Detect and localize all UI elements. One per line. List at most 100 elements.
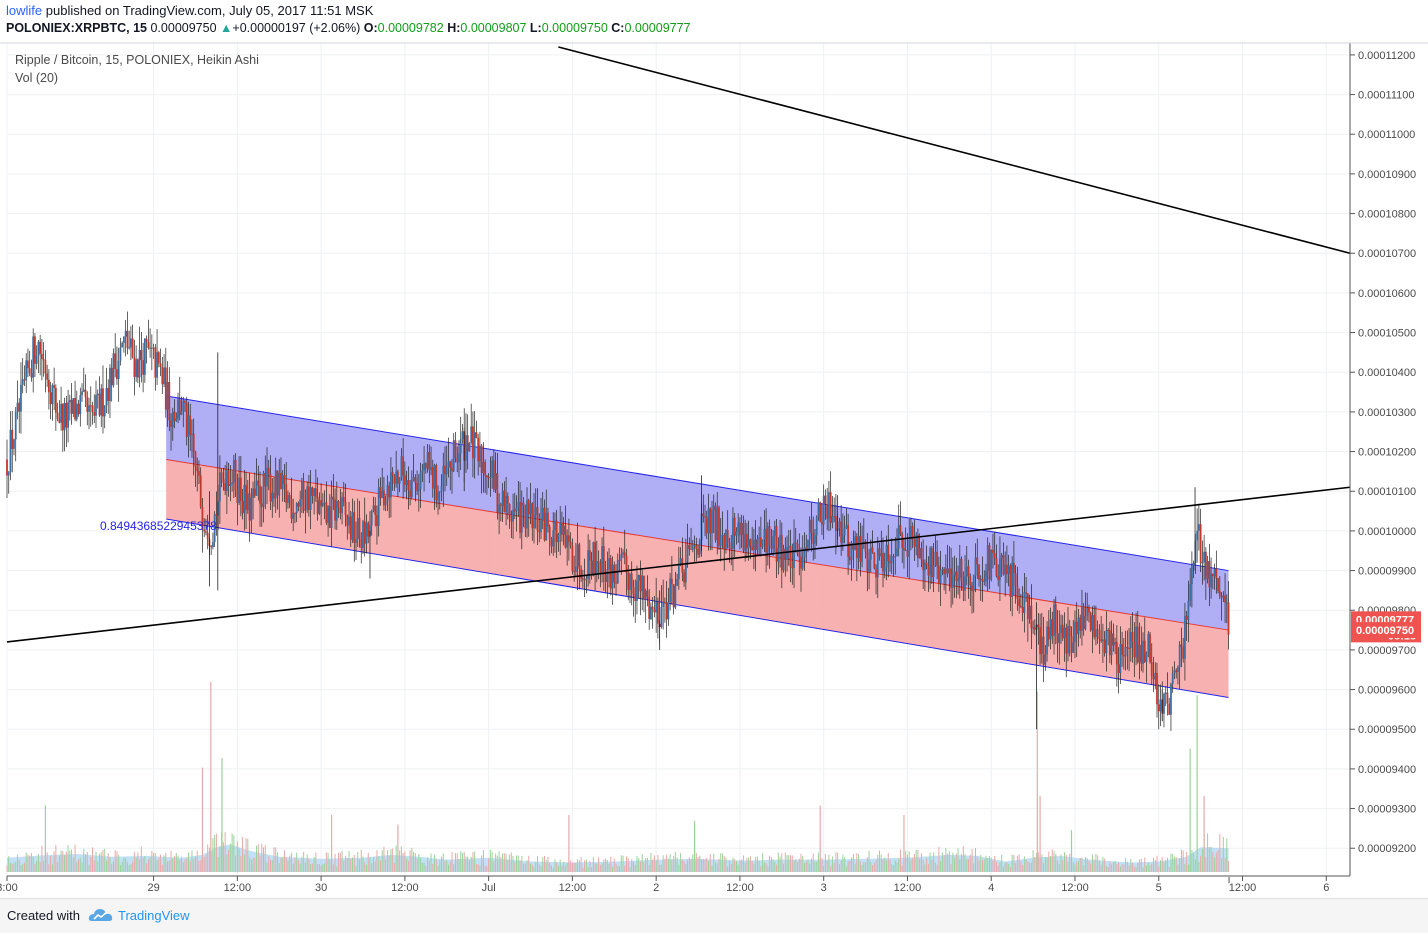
- candle-body: [789, 545, 792, 567]
- candle-body: [58, 418, 61, 423]
- candle-body: [479, 445, 481, 462]
- candle-body: [110, 367, 113, 386]
- candle-body: [993, 552, 996, 559]
- tradingview-link[interactable]: TradingView: [118, 908, 190, 923]
- candle-body: [314, 488, 317, 497]
- candle-body: [1047, 626, 1050, 640]
- tradingview-cloud-icon[interactable]: [88, 906, 114, 924]
- candle-body: [449, 461, 452, 468]
- author-link[interactable]: lowlife: [6, 3, 43, 18]
- candle-body: [552, 530, 555, 547]
- candle-body: [1119, 644, 1122, 674]
- candle-body: [704, 516, 706, 518]
- price-tick-label: 0.00009200: [1358, 843, 1416, 855]
- candle-body: [1170, 684, 1172, 715]
- candle-body: [749, 539, 752, 547]
- time-tick-label: 12:00: [391, 882, 419, 894]
- candle-body: [426, 451, 429, 469]
- candle-body: [61, 403, 64, 431]
- price-chart[interactable]: 0.00011200 0.00011100 0.00011000 0.00010900…: [0, 0, 1428, 898]
- candle-body: [335, 500, 338, 521]
- candle-body: [32, 336, 35, 378]
- candle-body: [349, 516, 352, 540]
- candle-body: [812, 532, 815, 544]
- time-tick-label: 12:00: [1229, 882, 1257, 894]
- candle-body: [917, 534, 919, 558]
- volume-series: [6, 682, 1230, 872]
- candle-body: [198, 470, 200, 476]
- candle-body: [1079, 617, 1082, 631]
- candle-body: [323, 502, 326, 504]
- candle-body: [564, 525, 567, 548]
- candle-body: [978, 564, 980, 580]
- candle-body: [276, 470, 279, 496]
- candle-body: [224, 482, 227, 492]
- candle-body: [1129, 632, 1132, 649]
- candle-body: [1037, 624, 1040, 628]
- candle-body: [281, 474, 284, 490]
- candle-body: [332, 496, 335, 500]
- candle-body: [1084, 615, 1087, 630]
- candle-body: [557, 533, 560, 543]
- candle-body: [672, 584, 675, 608]
- candle-body: [730, 548, 733, 550]
- candle-body: [747, 539, 750, 549]
- candle-body: [309, 487, 312, 511]
- candle-body: [534, 507, 537, 515]
- candle-body: [405, 480, 408, 485]
- candle-body: [330, 496, 333, 528]
- price-tick-label: 0.00009500: [1358, 724, 1416, 736]
- candle-body: [520, 502, 523, 533]
- candle-body: [199, 475, 202, 508]
- candle-body: [1018, 598, 1021, 607]
- time-tick-label: 12:00: [224, 882, 252, 894]
- high-label: H:: [447, 21, 461, 35]
- price-tick-label: 0.00010500: [1358, 328, 1416, 340]
- candle-body: [650, 606, 652, 619]
- price-tick-label: 0.00010400: [1358, 367, 1416, 379]
- candle-body: [229, 484, 232, 487]
- candle-body: [845, 524, 848, 528]
- candle-body: [159, 363, 162, 368]
- candle-body: [775, 526, 778, 562]
- candle-body: [953, 571, 956, 576]
- candle-body: [1213, 568, 1216, 577]
- candle-body: [243, 484, 246, 514]
- candle-body: [20, 384, 22, 412]
- candle-body: [384, 500, 387, 506]
- candle-body: [307, 486, 310, 511]
- candle-body: [74, 398, 76, 420]
- candle-body: [1154, 672, 1157, 680]
- candle-body: [761, 539, 764, 548]
- candle-body: [683, 572, 685, 583]
- candle-body: [416, 482, 418, 492]
- candle-body: [594, 542, 596, 574]
- candle-body: [417, 488, 420, 492]
- time-tick-label: 5: [1156, 882, 1162, 894]
- candle-body: [878, 548, 881, 557]
- candle-body: [1056, 633, 1059, 644]
- time-tick-label: Jul: [482, 882, 496, 894]
- candle-body: [173, 411, 176, 422]
- candle-body: [1058, 633, 1061, 644]
- trendline-2: [558, 46, 1351, 255]
- candle-body: [1100, 639, 1103, 642]
- candle-body: [114, 353, 117, 370]
- time-tick-label: 12:00: [894, 882, 922, 894]
- candle-body: [838, 521, 841, 528]
- candle-body: [360, 538, 363, 548]
- candle-body: [618, 559, 621, 561]
- candle-body: [362, 521, 364, 548]
- candle-body: [1163, 693, 1165, 714]
- price-tick-label: 0.00009400: [1358, 764, 1416, 776]
- candle-body: [461, 431, 464, 440]
- candle-body: [351, 512, 354, 540]
- candle-body: [986, 545, 989, 571]
- candle-body: [49, 392, 52, 405]
- candle-body: [965, 566, 968, 577]
- candle-body: [435, 465, 438, 501]
- candle-body: [379, 487, 382, 499]
- regression-channel: [166, 395, 1229, 698]
- candle-body: [109, 367, 111, 401]
- candle-body: [1051, 619, 1054, 636]
